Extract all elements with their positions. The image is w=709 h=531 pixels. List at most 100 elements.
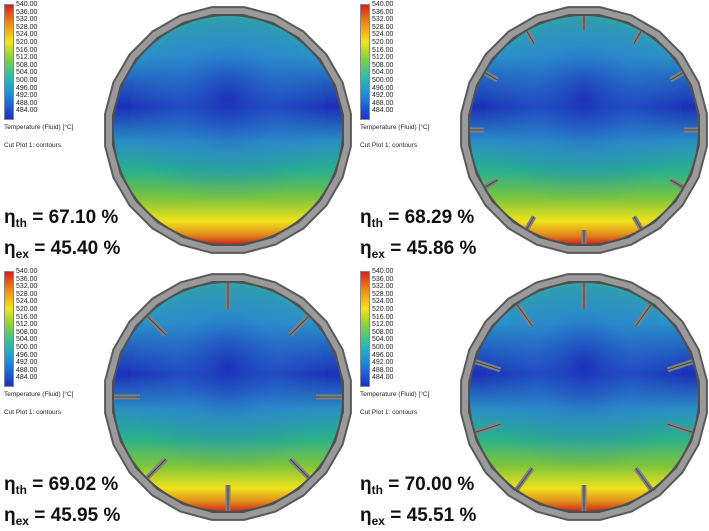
colorbar-tick-label: 488.00 [16, 366, 38, 374]
eta-symbol: η [360, 238, 372, 259]
colorbar-tick-label: 528.00 [16, 23, 38, 31]
eta-subscript: ex [15, 247, 29, 261]
colorbar-tick-label: 536.00 [372, 275, 394, 283]
cut-plot-label: Cut Plot 1: contours [4, 409, 62, 416]
cold-core [130, 17, 326, 213]
colorbar-tick-label: 508.00 [16, 61, 38, 69]
colorbar-tick-label: 492.00 [16, 92, 38, 100]
eta-symbol: η [360, 474, 372, 495]
eta-subscript: th [371, 483, 383, 497]
eta-symbol: η [360, 207, 372, 228]
panel-a: 540.00 536.00 532.00 528.00 524.00 520.00 516.… [0, 0, 353, 264]
colorbar-tick-label: 496.00 [16, 84, 38, 92]
fin-edge [633, 216, 642, 229]
fin-edge [485, 179, 498, 188]
colorbar-tick-label: 520.00 [16, 38, 38, 46]
fin-edge [526, 216, 535, 229]
fin-edge [475, 423, 501, 433]
colorbar-tick-label: 492.00 [16, 359, 38, 367]
efficiency-value: = 67.10 % [26, 207, 119, 228]
efficiency-labels: ηth = 67.10 % ηex = 45.40 % [4, 205, 120, 264]
cold-core [486, 17, 682, 213]
fin-edge [667, 361, 693, 371]
colorbar-ticks: 540.00 536.00 532.00 528.00 524.00 520.00 516.… [372, 1, 393, 115]
colorbar [360, 271, 370, 387]
colorbar-tick-label: 508.00 [372, 61, 394, 69]
fin-edge [289, 458, 309, 478]
colorbar-tick-label: 524.00 [16, 298, 38, 306]
colorbar-tick-label: 540.00 [16, 1, 38, 8]
fin-edge [516, 467, 533, 490]
colorbar-tick-label: 540.00 [372, 1, 394, 8]
fin-edge [526, 31, 535, 44]
colorbar-tick-label: 508.00 [372, 328, 394, 336]
colorbar-tick-label: 524.00 [372, 31, 394, 39]
colorbar-tick-label: 504.00 [372, 336, 394, 344]
colorbar [4, 4, 14, 120]
colorbar-tick-label: 484.00 [372, 374, 394, 382]
colorbar-tick-label: 508.00 [16, 328, 38, 336]
colorbar-tick-label: 512.00 [16, 54, 38, 62]
contour-plot [104, 6, 352, 254]
colorbar-ticks: 540.00 536.00 532.00 528.00 524.00 520.00 516.… [16, 1, 37, 115]
colorbar-tick-label: 496.00 [372, 84, 394, 92]
legend-quantity: Temperature (Fluid) [°C] [4, 391, 74, 398]
colorbar-tick-label: 504.00 [16, 69, 38, 77]
exergy-efficiency: ηex = 45.86 % [360, 236, 476, 264]
fin-edge [516, 304, 533, 327]
eta-subscript: th [15, 483, 27, 497]
colorbar-tick-label: 520.00 [372, 305, 394, 313]
colorbar-tick-label: 500.00 [16, 343, 38, 351]
contour-plot [104, 273, 352, 521]
colorbar-tick-label: 520.00 [16, 305, 38, 313]
thermal-efficiency: ηth = 69.02 % [4, 472, 120, 503]
colorbar-tick-label: 528.00 [372, 290, 394, 298]
colorbar-tick-label: 484.00 [16, 374, 38, 382]
colorbar-tick-label: 512.00 [372, 54, 394, 62]
contour-plot [460, 273, 708, 521]
efficiency-value: = 45.51 % [384, 505, 477, 526]
colorbar-tick-label: 516.00 [16, 313, 38, 321]
colorbar-tick-label: 528.00 [372, 23, 394, 31]
eta-symbol: η [4, 505, 16, 526]
exergy-efficiency: ηex = 45.95 % [4, 503, 120, 531]
colorbar-tick-label: 492.00 [372, 92, 394, 100]
thermal-efficiency: ηth = 67.10 % [4, 205, 120, 236]
colorbar-tick-label: 504.00 [372, 69, 394, 77]
panel-b: 540.00 536.00 532.00 528.00 524.00 520.00 516.… [356, 0, 709, 264]
panel-c: 540.00 536.00 532.00 528.00 524.00 520.00 516.… [0, 267, 353, 531]
cold-core [486, 284, 682, 480]
fin-edge [475, 361, 501, 371]
exergy-efficiency: ηex = 45.40 % [4, 236, 120, 264]
fin-edge [667, 423, 693, 433]
fin-edge [635, 304, 652, 327]
fin-edge [635, 467, 652, 490]
colorbar-tick-label: 540.00 [16, 268, 38, 275]
cut-plot-label: Cut Plot 1: contours [360, 409, 418, 416]
colorbar-tick-label: 532.00 [372, 283, 394, 291]
efficiency-value: = 45.40 % [28, 238, 121, 259]
efficiency-value: = 70.00 % [382, 474, 475, 495]
panel-d: 540.00 536.00 532.00 528.00 524.00 520.00 516.… [356, 267, 709, 531]
colorbar-tick-label: 496.00 [16, 351, 38, 359]
colorbar-tick-label: 524.00 [372, 298, 394, 306]
colorbar-tick-label: 488.00 [372, 366, 394, 374]
legend-quantity: Temperature (Fluid) [°C] [4, 124, 74, 131]
colorbar-tick-label: 532.00 [16, 16, 38, 24]
colorbar-tick-label: 536.00 [16, 8, 38, 16]
eta-subscript: ex [15, 514, 29, 528]
colorbar-tick-label: 504.00 [16, 336, 38, 344]
colorbar-tick-label: 484.00 [372, 107, 394, 115]
eta-symbol: η [4, 238, 16, 259]
eta-symbol: η [4, 474, 16, 495]
efficiency-value: = 68.29 % [382, 207, 475, 228]
cut-plot-label: Cut Plot 1: contours [360, 142, 418, 149]
cut-plot-label: Cut Plot 1: contours [4, 142, 62, 149]
cold-core [130, 284, 326, 480]
colorbar [360, 4, 370, 120]
fin-edge [485, 72, 498, 81]
thermal-efficiency: ηth = 70.00 % [360, 472, 476, 503]
legend-quantity: Temperature (Fluid) [°C] [360, 124, 430, 131]
colorbar-tick-label: 528.00 [16, 290, 38, 298]
colorbar-tick-label: 512.00 [372, 321, 394, 329]
